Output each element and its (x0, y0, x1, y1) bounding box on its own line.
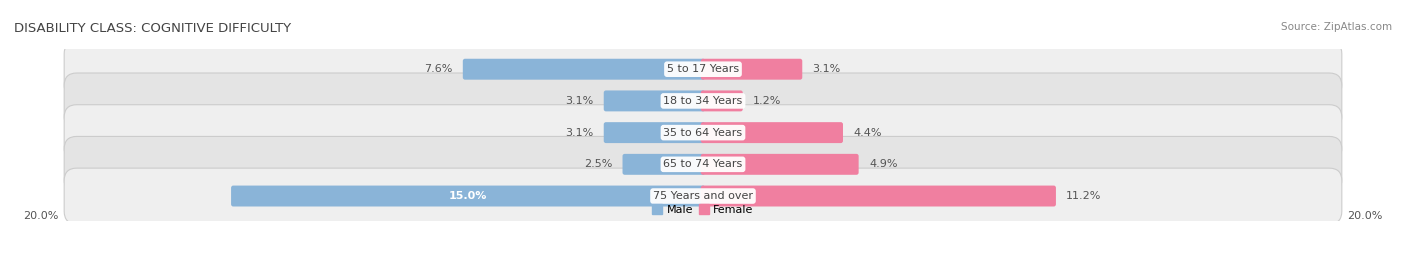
FancyBboxPatch shape (700, 90, 742, 112)
Text: 2.5%: 2.5% (583, 159, 612, 169)
FancyBboxPatch shape (231, 185, 706, 207)
Legend: Male, Female: Male, Female (648, 200, 758, 219)
Text: 7.6%: 7.6% (425, 64, 453, 74)
Text: 35 to 64 Years: 35 to 64 Years (664, 128, 742, 138)
FancyBboxPatch shape (603, 122, 706, 143)
Text: 1.2%: 1.2% (754, 96, 782, 106)
Text: 3.1%: 3.1% (565, 128, 593, 138)
FancyBboxPatch shape (623, 154, 706, 175)
Text: 65 to 74 Years: 65 to 74 Years (664, 159, 742, 169)
Text: 5 to 17 Years: 5 to 17 Years (666, 64, 740, 74)
Text: DISABILITY CLASS: COGNITIVE DIFFICULTY: DISABILITY CLASS: COGNITIVE DIFFICULTY (14, 22, 291, 35)
Text: 15.0%: 15.0% (449, 191, 488, 201)
FancyBboxPatch shape (463, 59, 706, 80)
Text: 3.1%: 3.1% (813, 64, 841, 74)
FancyBboxPatch shape (700, 59, 803, 80)
FancyBboxPatch shape (65, 73, 1341, 129)
Text: 20.0%: 20.0% (1347, 211, 1382, 221)
FancyBboxPatch shape (65, 136, 1341, 192)
FancyBboxPatch shape (65, 41, 1341, 97)
FancyBboxPatch shape (700, 122, 844, 143)
Text: 20.0%: 20.0% (24, 211, 59, 221)
Text: 18 to 34 Years: 18 to 34 Years (664, 96, 742, 106)
FancyBboxPatch shape (65, 168, 1341, 224)
Text: 4.4%: 4.4% (853, 128, 882, 138)
FancyBboxPatch shape (700, 154, 859, 175)
FancyBboxPatch shape (603, 90, 706, 112)
FancyBboxPatch shape (700, 185, 1056, 207)
Text: 3.1%: 3.1% (565, 96, 593, 106)
Text: 4.9%: 4.9% (869, 159, 897, 169)
FancyBboxPatch shape (65, 105, 1341, 161)
Text: 75 Years and over: 75 Years and over (652, 191, 754, 201)
Text: Source: ZipAtlas.com: Source: ZipAtlas.com (1281, 22, 1392, 32)
Text: 11.2%: 11.2% (1066, 191, 1102, 201)
